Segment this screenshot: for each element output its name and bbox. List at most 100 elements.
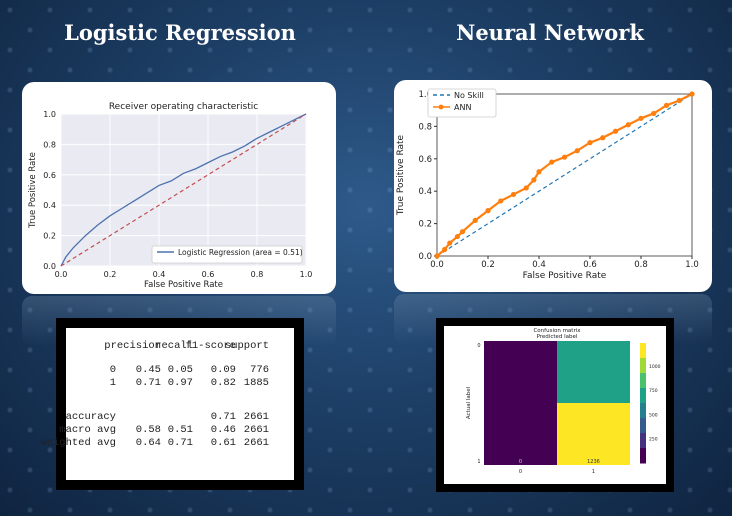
colorbar-segment xyxy=(640,388,646,404)
x-tick-label: 0.0 xyxy=(430,260,444,270)
cm-title: Confusion matrix xyxy=(533,328,581,334)
cm-col-label: 1 xyxy=(592,469,595,475)
x-tick-label: 1.0 xyxy=(300,270,313,279)
y-tick-label: 0.6 xyxy=(418,155,432,165)
series-point xyxy=(663,102,670,108)
series-point xyxy=(523,185,529,191)
classification-report: precision recall f1-score support 0 0.45 0.05 0… xyxy=(40,328,294,480)
report-row: weighted avg 0.64 0.71 0.61 2661 xyxy=(40,437,294,450)
colorbar-segment xyxy=(640,343,646,359)
report-column-header: recall xyxy=(155,340,193,352)
colorbar-segment xyxy=(640,403,646,419)
x-tick-label: 0.6 xyxy=(202,270,215,279)
series-line-0 xyxy=(60,113,307,267)
cm-col-label: 0 xyxy=(519,469,522,475)
series-point xyxy=(485,208,491,214)
series-point xyxy=(638,115,644,121)
report-frame: precision recall f1-score support 0 0.45 0.05 0… xyxy=(40,318,304,490)
report-cell: 0.97 xyxy=(167,377,193,389)
report-cell: 1 xyxy=(109,377,116,389)
series-point xyxy=(612,128,619,134)
y-tick-label: 0.0 xyxy=(418,252,432,262)
report-cell: macro avg xyxy=(59,424,116,436)
report-cell: 0.71 xyxy=(167,437,193,449)
series-point xyxy=(536,169,542,175)
x-tick-label: 0.4 xyxy=(532,260,546,270)
y-tick-label: 1.0 xyxy=(43,110,56,119)
ann-roc-chart: 0.0 0.2 0.4 0.6 0.8 1.0 0.0 0.2 0.4 0.6 0.8 1.0 Fals… xyxy=(396,88,699,281)
report-cell: 776 xyxy=(250,364,269,376)
series-point xyxy=(587,140,593,146)
series-point xyxy=(549,159,555,165)
logreg-roc-panel: 0.0 0.2 0.4 0.6 0.8 1.0 0.0 0.2 0.4 0.6 0.8 1.0 Rece… xyxy=(22,82,336,294)
legend-box xyxy=(427,88,497,118)
report-cell: 0 xyxy=(109,364,116,376)
colorbar-segment xyxy=(640,373,646,389)
cm-ylabel: Actual label xyxy=(466,386,472,419)
cm-row-label: 0 xyxy=(477,343,480,349)
cm-cell xyxy=(484,341,557,403)
series-point xyxy=(600,135,606,141)
report-cell: 0.09 xyxy=(210,364,236,376)
colorbar-segment xyxy=(640,358,646,374)
x-tick-label: 0.4 xyxy=(153,270,166,279)
series-line-0 xyxy=(436,93,693,257)
y-tick-label: 0.4 xyxy=(43,201,56,210)
x-tick-label: 0.2 xyxy=(104,270,117,279)
series-point xyxy=(689,91,695,97)
series-point xyxy=(447,240,453,246)
report-cell: 2661 xyxy=(243,411,269,423)
report-cell: 0.82 xyxy=(210,377,236,389)
cm-xlabel: Predicted label xyxy=(537,334,578,340)
y-axis-label: True Positive Rate xyxy=(28,152,38,229)
report-cell: 0.71 xyxy=(210,411,236,423)
report-cell: 0.58 xyxy=(135,424,161,436)
report-column-header: precision xyxy=(104,340,161,352)
colorbar-segment xyxy=(640,433,646,449)
y-tick-label: 0.2 xyxy=(418,220,432,230)
cm-cell xyxy=(557,403,630,465)
y-tick-label: 0.6 xyxy=(43,171,56,180)
series-point xyxy=(510,191,517,198)
report-cell: 2661 xyxy=(243,424,269,436)
colorbar-tick-label: 250 xyxy=(649,437,658,443)
x-tick-label: 1.0 xyxy=(685,260,699,270)
x-tick-label: 0.6 xyxy=(583,260,597,270)
colorbar-segment xyxy=(640,418,646,434)
chart-title: Receiver operating characteristic xyxy=(109,102,258,112)
colorbar-tick-label: 1000 xyxy=(649,364,661,370)
y-tick-label: 0.8 xyxy=(43,140,56,149)
report-row: 1 0.71 0.97 0.82 1885 xyxy=(66,377,294,390)
report-cell: weighted avg xyxy=(40,437,116,449)
report-cell: 0.45 xyxy=(135,364,161,376)
report-cell: 1885 xyxy=(243,377,269,389)
series-point xyxy=(498,198,504,204)
cm-cell xyxy=(557,341,630,403)
report-cell: 0.71 xyxy=(135,377,161,389)
series-point xyxy=(442,246,448,253)
cm-cell-value: 0 xyxy=(519,459,522,465)
series-point xyxy=(472,217,478,223)
report-cell: 0.46 xyxy=(210,424,236,436)
report-cell: 0.61 xyxy=(210,437,236,449)
report-row: accuracy 0.71 2661 xyxy=(66,411,294,424)
report-cell: 0.05 xyxy=(167,364,193,376)
x-tick-label: 0.0 xyxy=(55,270,68,279)
x-tick-label: 0.8 xyxy=(634,260,648,270)
x-axis-label: False Positive Rate xyxy=(523,271,607,281)
series-point xyxy=(454,233,460,240)
y-axis-label: True Positive Rate xyxy=(396,134,406,216)
series-point xyxy=(531,177,537,183)
colorbar-tick-label: 500 xyxy=(649,412,658,418)
report-column-header: f1-score xyxy=(185,340,236,352)
cm-panel: Confusion matrix Predicted label 0 1236 0 1 0 1… xyxy=(444,326,666,484)
y-tick-label: 1.0 xyxy=(418,90,432,100)
report-cell: 0.64 xyxy=(135,437,161,449)
y-tick-label: 0.8 xyxy=(418,122,432,132)
report-cell: 0.51 xyxy=(167,424,193,436)
series-point xyxy=(561,154,568,160)
report-column-header: support xyxy=(224,340,269,352)
series-point xyxy=(625,122,631,128)
series-point xyxy=(676,97,682,104)
legend-marker xyxy=(438,104,444,110)
